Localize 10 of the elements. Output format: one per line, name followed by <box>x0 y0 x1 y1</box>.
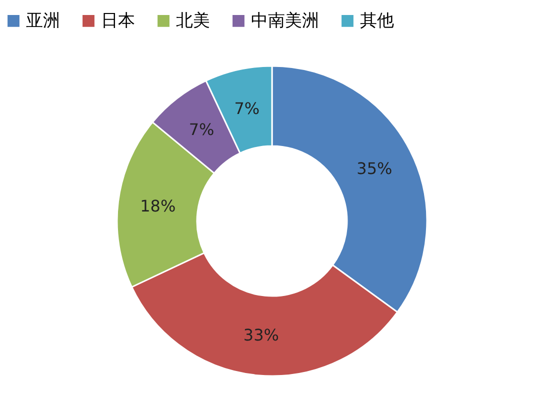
legend-label: 其他 <box>360 10 394 31</box>
data-label: 7% <box>234 98 260 118</box>
data-label: 35% <box>356 158 392 178</box>
legend-label: 亚洲 <box>26 10 60 31</box>
legend-label: 北美 <box>176 10 210 31</box>
data-label: 33% <box>243 325 279 344</box>
data-label: 7% <box>188 120 214 140</box>
legend-label: 中南美洲 <box>251 10 319 31</box>
legend-label: 日本 <box>101 10 135 31</box>
data-label: 18% <box>140 196 176 216</box>
